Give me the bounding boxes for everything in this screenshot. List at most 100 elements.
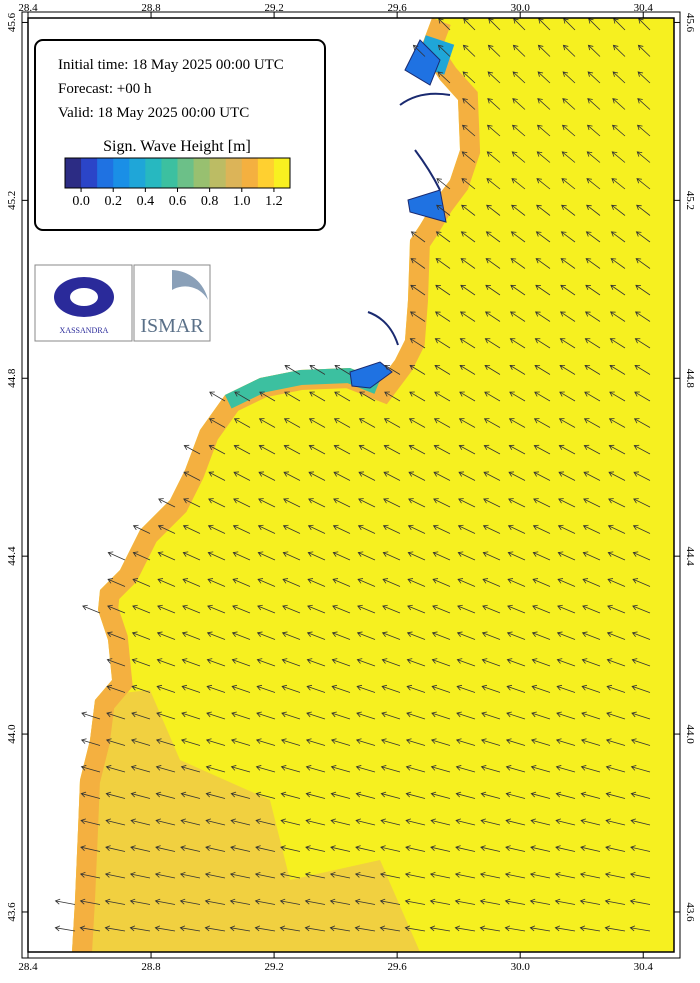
wave-arrow bbox=[481, 631, 501, 640]
wave-arrow bbox=[484, 311, 501, 322]
wave-arrow bbox=[330, 738, 351, 746]
wave-arrow bbox=[234, 391, 251, 402]
wave-arrow bbox=[408, 498, 426, 508]
wave-arrow bbox=[205, 845, 226, 852]
wave-arrow bbox=[435, 231, 451, 243]
wave-arrow bbox=[229, 898, 251, 905]
lat-tick-label: 44.4 bbox=[684, 547, 696, 567]
wave-arrow bbox=[409, 391, 426, 402]
wave-arrow bbox=[532, 604, 551, 614]
wave-arrow bbox=[430, 765, 451, 773]
wave-arrow bbox=[585, 231, 601, 243]
lon-tick-label: 30.4 bbox=[634, 961, 654, 973]
wave-arrow bbox=[383, 444, 401, 455]
wave-arrow bbox=[332, 524, 351, 534]
wave-arrow bbox=[379, 925, 401, 932]
wave-arrow bbox=[181, 711, 201, 720]
wave-arrow bbox=[432, 524, 451, 534]
lon-tick-label: 29.2 bbox=[264, 2, 283, 14]
wave-arrow bbox=[510, 284, 526, 296]
wave-arrow bbox=[383, 471, 401, 481]
wave-arrow bbox=[532, 578, 551, 587]
wave-arrow bbox=[230, 791, 251, 799]
lon-tick-label: 28.8 bbox=[141, 961, 161, 973]
wave-arrow bbox=[504, 871, 526, 879]
wave-arrow bbox=[132, 604, 151, 614]
wave-arrow bbox=[330, 791, 351, 799]
lon-tick-label: 30.0 bbox=[511, 2, 531, 14]
wave-arrow bbox=[282, 604, 301, 614]
wave-arrow bbox=[479, 898, 501, 905]
wave-arrow bbox=[557, 551, 576, 561]
wave-arrow bbox=[130, 765, 151, 773]
wave-arrow bbox=[579, 871, 601, 879]
wave-arrow bbox=[179, 925, 201, 932]
wave-arrow bbox=[584, 364, 601, 375]
wave-arrow bbox=[485, 258, 501, 269]
wave-arrow bbox=[206, 711, 226, 720]
wave-arrow bbox=[630, 738, 651, 746]
wave-arrow bbox=[530, 791, 551, 799]
wave-arrow bbox=[306, 631, 326, 640]
wave-arrow bbox=[356, 684, 376, 693]
wave-arrow bbox=[632, 551, 651, 561]
wave-arrow bbox=[558, 444, 576, 455]
wave-arrow bbox=[607, 551, 626, 561]
wave-arrow bbox=[585, 258, 601, 269]
wave-arrow bbox=[481, 684, 501, 693]
wave-arrow bbox=[507, 551, 526, 561]
wave-arrow bbox=[485, 284, 501, 296]
wave-arrow bbox=[206, 658, 226, 667]
wave-arrow bbox=[612, 71, 626, 84]
wave-arrow bbox=[383, 418, 401, 428]
wave-arrow bbox=[358, 498, 376, 508]
wave-arrow bbox=[585, 284, 601, 296]
wave-arrow bbox=[406, 711, 426, 720]
lon-tick-label: 28.8 bbox=[141, 2, 161, 14]
colorbar-tick-label: 1.2 bbox=[265, 194, 283, 209]
wave-arrow bbox=[455, 818, 476, 826]
wave-arrow bbox=[460, 231, 476, 243]
wave-arrow bbox=[156, 658, 176, 667]
wave-arrow bbox=[580, 791, 601, 799]
wave-arrow bbox=[257, 578, 276, 587]
wave-arrow bbox=[258, 498, 276, 508]
wave-arrow bbox=[180, 845, 201, 852]
wave-arrow bbox=[382, 551, 401, 561]
wave-arrow bbox=[180, 791, 201, 799]
wave-arrow bbox=[355, 765, 376, 773]
wave-arrow bbox=[181, 684, 201, 693]
wave-arrow bbox=[535, 231, 551, 243]
wave-arrow bbox=[155, 845, 176, 852]
wave-arrow bbox=[430, 791, 451, 799]
wave-arrow bbox=[379, 898, 401, 905]
wave-arrow bbox=[405, 791, 426, 799]
wave-arrow bbox=[557, 524, 576, 534]
wave-arrow bbox=[535, 284, 551, 296]
wave-arrow bbox=[637, 44, 651, 57]
logo-mark bbox=[172, 270, 208, 300]
wave-arrow bbox=[581, 684, 601, 693]
wave-arrow bbox=[483, 444, 501, 455]
wave-arrow bbox=[607, 604, 626, 614]
wave-arrow bbox=[630, 765, 651, 773]
wave-arrow bbox=[459, 364, 476, 375]
wave-arrow bbox=[82, 604, 101, 614]
wave-arrow bbox=[259, 391, 276, 402]
wave-arrow bbox=[587, 71, 601, 84]
wave-arrow bbox=[581, 711, 601, 720]
wave-arrow bbox=[555, 738, 576, 746]
wave-arrow bbox=[505, 791, 526, 799]
wave-arrow bbox=[309, 391, 326, 402]
wave-arrow bbox=[480, 791, 501, 799]
wave-arrow bbox=[612, 44, 626, 57]
wave-arrow bbox=[637, 71, 651, 84]
wave-arrow bbox=[255, 738, 276, 746]
wave-arrow bbox=[281, 711, 301, 720]
wave-arrow bbox=[462, 71, 476, 84]
wave-arrow bbox=[105, 818, 126, 826]
wave-arrow bbox=[131, 658, 151, 667]
wave-arrow bbox=[330, 845, 351, 852]
wave-arrow bbox=[560, 231, 576, 243]
